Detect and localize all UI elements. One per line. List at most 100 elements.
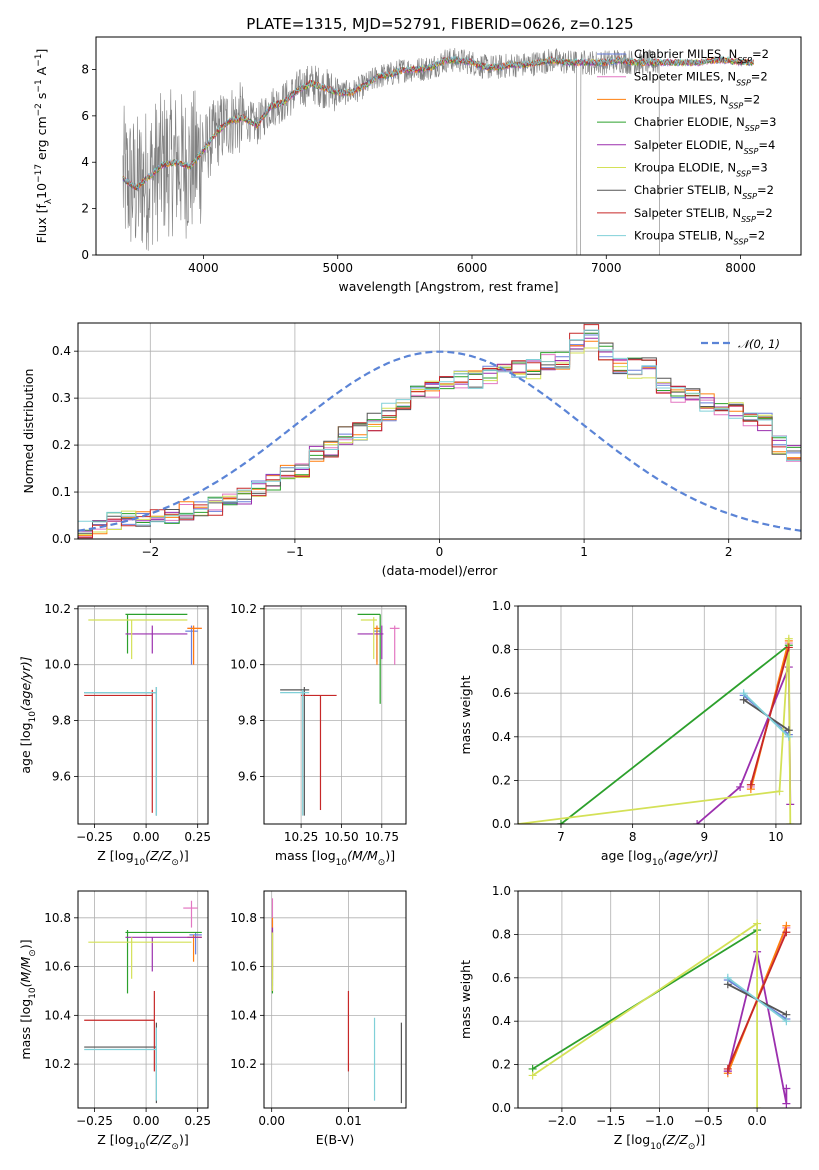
mass-weight-marker [736, 782, 745, 791]
mass-weight-marker [775, 787, 784, 796]
axes-frame [95, 36, 802, 256]
x-axis-label-part: ⊙ [378, 858, 386, 868]
x-tick-label: 7000 [591, 261, 622, 275]
y-axis-label: mass weight [458, 675, 473, 754]
mass-weight-line [727, 977, 787, 1022]
y-axis-label-part: −2 [34, 103, 44, 116]
x-axis-label-part: ⊙ [171, 1142, 179, 1152]
x-axis-label: Z [log10(Z/Z⊙)] [97, 848, 188, 868]
panel-weight-vs-Z: −2.0 −1.5 −1.0 −0.5 0.0 0.0 0.2 0.4 0.6 0.8 1.0 Z [… [458, 884, 802, 1152]
y-axis-label-part: Flux [f [34, 204, 49, 244]
x-tick-label: −0.5 [694, 1114, 723, 1128]
x-tick-label: 0.25 [184, 1114, 211, 1128]
plot-area-weight-vs-age [514, 634, 795, 832]
y-tick-label: 0.2 [492, 773, 511, 787]
legend-label-part: Chabrier MILES, N [634, 47, 737, 61]
mass-weight-marker [784, 732, 793, 741]
y-axis-label-part: −1 [34, 54, 44, 67]
x-axis-label-part: )] [695, 1132, 705, 1147]
x-axis-label: wavelength [Angstrom, rest frame] [338, 279, 558, 294]
legend-label-part: SSP [744, 146, 759, 155]
legend-label-part: Chabrier ELODIE, N [634, 115, 745, 129]
y-tick-label: 0.6 [492, 971, 511, 985]
plot-area-spectrum [122, 47, 755, 255]
mass-weight-marker [784, 643, 793, 652]
mass-weight-marker [786, 820, 795, 824]
y-tick-label: 10.6 [44, 960, 71, 974]
mass-weight-marker [723, 1064, 732, 1073]
mass-weight-marker [753, 919, 762, 928]
panel-residuals: −2 −1 0 1 2 0.0 0.1 0.2 0.3 0.4 (data-model)/error… [21, 322, 802, 578]
x-tick-label: 5000 [322, 261, 353, 275]
y-axis-label-part: (M/M [18, 957, 33, 988]
x-tick-label: −1 [286, 545, 304, 559]
mass-weight-marker [782, 1084, 791, 1093]
y-tick-label: 0.6 [492, 686, 511, 700]
y-tick-label: 10.0 [230, 658, 257, 672]
x-axis-label-part: (Z/Z [145, 1132, 172, 1147]
y-tick-label: 0.4 [492, 730, 511, 744]
plot-area-age-vs-Z [84, 613, 202, 816]
x-tick-label: 0 [436, 545, 444, 559]
axes-frame [77, 605, 209, 825]
x-axis-label-part: (M/M [347, 848, 378, 863]
x-axis-label-part: (age/yr)] [663, 848, 718, 863]
legend-label: Chabrier ELODIE, NSSP=3 [634, 115, 776, 133]
x-tick-label: 0.00 [133, 1114, 160, 1128]
legend-label-part: =2 [743, 92, 760, 106]
legend-label: Kroupa MILES, NSSP=2 [634, 92, 760, 110]
y-tick-label: 0.2 [492, 1058, 511, 1072]
y-tick-label: 4 [81, 155, 89, 169]
mass-weight-marker [514, 824, 522, 832]
axes-frame [263, 605, 407, 825]
y-axis-label-part: −1 [34, 79, 44, 92]
residual-histogram-step [78, 324, 801, 539]
axes-frame [77, 890, 209, 1109]
y-tick-label: 10.4 [44, 1008, 71, 1022]
y-tick-label: 8 [81, 62, 89, 76]
y-axis-label-part: (age/yr)] [18, 656, 33, 711]
x-tick-label: −0.25 [76, 1114, 113, 1128]
y-tick-label: 10.0 [44, 658, 71, 672]
y-axis-label-part: 10 [28, 711, 38, 723]
x-tick-label: −1.0 [645, 1114, 674, 1128]
legend-label-part: =2 [751, 70, 768, 84]
x-tick-label: 10.75 [365, 830, 399, 844]
y-tick-label: 0.0 [492, 817, 511, 831]
observed-spectrum-line [122, 47, 660, 255]
x-axis-label-part: (Z/Z [145, 848, 172, 863]
legend-label-part: Kroupa MILES, N [634, 92, 729, 106]
y-tick-label: 10.2 [44, 602, 71, 616]
mass-weight-line [552, 644, 790, 824]
y-axis-label-part: 10 [34, 183, 49, 199]
x-axis-label-part: )] [385, 848, 395, 863]
residual-histogram-step [78, 332, 801, 538]
legend-label-part: Salpeter ELODIE, N [634, 138, 744, 152]
y-tick-label: 1.0 [492, 599, 511, 613]
x-tick-label: 10.50 [324, 830, 358, 844]
plot-area-age-vs-mass [280, 613, 400, 816]
mass-weight-marker [693, 820, 702, 824]
residual-histogram-step [78, 334, 801, 539]
x-axis-label: age [log10(age/yr)] [601, 848, 718, 868]
x-tick-label: 8000 [725, 261, 756, 275]
x-tick-label: 10.25 [284, 830, 318, 844]
legend-label-part: SSP [729, 101, 744, 110]
mass-weight-line [749, 647, 790, 786]
y-tick-label: 0.4 [52, 344, 71, 358]
legend-label-part: Kroupa STELIB, N [634, 229, 734, 243]
y-tick-label: 0.1 [52, 485, 71, 499]
x-axis-label: Z [log10(Z/Z⊙)] [97, 1132, 188, 1152]
gaussian-reference-curve [78, 350, 801, 532]
legend-label-part: SSP [734, 237, 749, 246]
legend-label-part: =2 [757, 183, 774, 197]
legend-label: Salpeter STELIB, NSSP=2 [634, 206, 773, 224]
residual-histogram-step [78, 340, 801, 537]
axes-frame [517, 605, 802, 825]
x-tick-label: 6000 [457, 261, 488, 275]
x-tick-label: −1.5 [596, 1114, 625, 1128]
plot-area-mass-vs-ebv [271, 898, 402, 1104]
residual-histogram-step [78, 329, 801, 534]
